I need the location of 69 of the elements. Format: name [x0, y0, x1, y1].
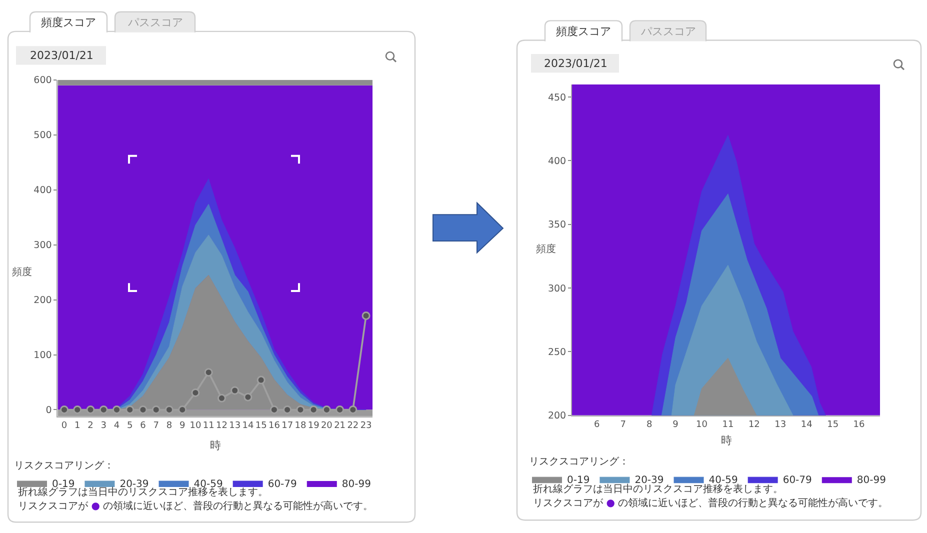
y-tick-label: 350 — [548, 220, 566, 231]
x-tick-label: 3 — [100, 421, 106, 432]
legend-label: 80-99 — [342, 478, 371, 490]
x-tick-label: 20 — [320, 421, 333, 432]
text: パススコア — [640, 25, 696, 38]
x-axis-title: 時 — [210, 439, 221, 452]
y-tick-label: 300 — [548, 283, 566, 294]
x-tick-label: 11 — [202, 421, 214, 432]
x-tick-label: 13 — [774, 420, 786, 430]
y-tick-label: 200 — [34, 295, 52, 306]
y-tick-label: 400 — [548, 156, 566, 168]
x-tick-label: 16 — [268, 421, 280, 432]
x-tick-label: 11 — [722, 420, 734, 430]
x-tick-label: 2 — [88, 421, 94, 432]
y-axis-title: 頻度 — [536, 243, 556, 255]
x-tick-label: 1 — [74, 421, 80, 432]
x-tick-label: 4 — [114, 421, 120, 432]
y-tick-label: 250 — [548, 347, 566, 358]
legend-title: リスクスコアリング： — [529, 456, 629, 468]
y-tick-label: 0 — [46, 405, 52, 416]
text: 折れ線グラフは当日中のリスクスコア推移を表します。 — [18, 486, 268, 498]
x-tick-label: 22 — [347, 421, 359, 432]
legend-label: 20-39 — [634, 474, 664, 486]
x-tick-label: 19 — [308, 421, 320, 432]
x-tick-label: 8 — [646, 420, 652, 430]
x-tick-label: 15 — [255, 421, 267, 432]
x-tick-label: 23 — [360, 421, 372, 432]
text: 頻度スコア — [41, 16, 96, 29]
x-tick-label: 0 — [61, 421, 68, 432]
text: パススコア — [127, 16, 183, 29]
x-tick-label: 8 — [166, 421, 172, 432]
legend-title: リスクスコアリング： — [14, 460, 114, 472]
x-tick-label: 10 — [190, 421, 202, 432]
x-tick-label: 6 — [594, 420, 600, 430]
x-tick-label: 9 — [179, 421, 186, 432]
x-axis-title: 時 — [721, 434, 732, 447]
x-tick-label: 10 — [696, 420, 708, 430]
x-tick-label: 7 — [620, 420, 626, 430]
chart-subtitle: 2023/01/21 — [544, 57, 608, 70]
x-tick-label: 5 — [126, 421, 133, 432]
y-tick-label: 500 — [34, 130, 52, 142]
x-tick-label: 21 — [334, 421, 346, 432]
x-tick-label: 9 — [672, 420, 679, 430]
text: リスクスコアが ● の領域に近いほど、普段の行動と異なる可能性が高いです。 — [533, 497, 888, 509]
legend-label: 80-99 — [856, 474, 886, 486]
text: 頻度スコア — [556, 25, 611, 38]
x-tick-label: 7 — [153, 421, 159, 432]
y-axis-title: 頻度 — [12, 266, 32, 278]
x-tick-label: 15 — [827, 420, 839, 430]
x-tick-label: 12 — [748, 420, 760, 430]
y-tick-label: 300 — [34, 240, 52, 252]
x-tick-label: 6 — [140, 421, 146, 432]
text: 折れ線グラフは当日中のリスクスコア推移を表します。 — [533, 483, 783, 495]
chart-subtitle: 2023/01/21 — [30, 49, 94, 62]
x-tick-label: 16 — [853, 420, 866, 430]
y-tick-label: 200 — [548, 410, 566, 422]
x-tick-label: 17 — [282, 421, 294, 432]
x-tick-label: 13 — [229, 421, 241, 432]
x-tick-label: 14 — [242, 421, 254, 432]
y-tick-label: 100 — [34, 350, 52, 362]
text: リスクスコアが ● の領域に近いほど、普段の行動と異なる可能性が高いです。 — [18, 500, 374, 512]
x-tick-label: 14 — [800, 420, 813, 430]
y-tick-label: 450 — [548, 92, 566, 104]
y-tick-label: 600 — [34, 75, 52, 86]
legend-label: 60-79 — [268, 478, 297, 490]
x-tick-label: 12 — [216, 421, 228, 432]
y-tick-label: 400 — [34, 185, 52, 196]
legend-label: 60-79 — [782, 474, 812, 486]
x-tick-label: 18 — [294, 421, 306, 432]
